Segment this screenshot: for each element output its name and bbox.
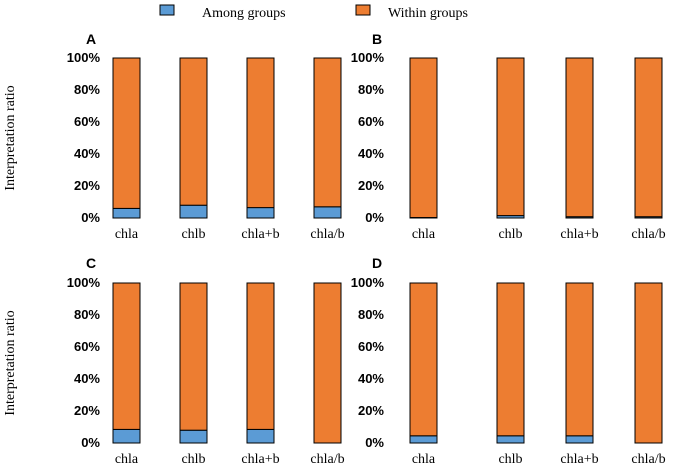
- bar-segment-within-groups: [634, 57, 663, 218]
- x-category-label: chla/b: [631, 452, 665, 467]
- bar-segment-among-groups: [565, 435, 594, 444]
- y-tick-label: 80%: [74, 307, 100, 322]
- bar-segment-within-groups: [179, 57, 208, 206]
- y-tick-label: 100%: [351, 275, 385, 290]
- x-category-label: chla: [115, 227, 139, 242]
- panel-a: A 0% 20% 40% 60% 80% 100% chla chlb chla+b chla/b: [67, 31, 345, 242]
- panel-label-b: B: [372, 31, 382, 47]
- legend-swatch-within: [355, 4, 371, 16]
- bar-segment-among-groups: [246, 207, 275, 219]
- y-tick-label: 60%: [358, 114, 384, 129]
- bar-segment-within-groups: [112, 282, 141, 430]
- y-tick-label: 60%: [74, 339, 100, 354]
- y-tick-label: 0%: [365, 435, 384, 450]
- plot-b: 0% 20% 40% 60% 80% 100% chla chlb chla+b chla/b: [351, 50, 666, 242]
- x-category-label: chla: [412, 452, 436, 467]
- y-tick-label: 40%: [358, 371, 384, 386]
- bar-segment-within-groups: [409, 57, 438, 219]
- x-category-label: chla: [412, 227, 436, 242]
- y-tick-label: 20%: [74, 178, 100, 193]
- legend-swatch-among: [159, 4, 175, 16]
- y-axis-label-top: Interpretation ratio: [3, 85, 18, 190]
- y-tick-label: 100%: [67, 50, 101, 65]
- bar-segment-among-groups: [179, 429, 208, 444]
- bar-segment-among-groups: [409, 435, 438, 444]
- panel-b: B 0% 20% 40% 60% 80% 100% chla chlb chla+b chla/b: [351, 31, 666, 242]
- x-category-label: chlb: [181, 227, 205, 242]
- bar-segment-within-groups: [409, 282, 438, 437]
- y-tick-label: 20%: [358, 178, 384, 193]
- bar-segment-within-groups: [246, 57, 275, 209]
- x-category-label: chla+b: [241, 452, 279, 467]
- bar-segment-among-groups: [313, 206, 342, 219]
- bar-segment-within-groups: [313, 57, 342, 208]
- panel-label-d: D: [372, 255, 382, 271]
- plot-c: 0% 20% 40% 60% 80% 100% chla chlb chla+b chla/b: [67, 275, 345, 467]
- plot-a: 0% 20% 40% 60% 80% 100% chla chlb chla+b chla/b: [67, 50, 345, 242]
- bar-segment-among-groups: [179, 204, 208, 219]
- bar-segment-within-groups: [634, 282, 663, 444]
- legend-label-within: Within groups: [388, 6, 468, 21]
- x-category-label: chla/b: [631, 227, 665, 242]
- y-tick-label: 80%: [358, 82, 384, 97]
- bar-segment-among-groups: [112, 207, 141, 219]
- y-axis-label-bottom: Interpretation ratio: [3, 310, 18, 415]
- x-category-label: chla: [115, 452, 139, 467]
- bar-segment-within-groups: [179, 282, 208, 431]
- y-tick-label: 0%: [365, 210, 384, 225]
- y-tick-label: 20%: [74, 403, 100, 418]
- y-tick-label: 80%: [358, 307, 384, 322]
- x-category-label: chla+b: [560, 227, 598, 242]
- y-tick-label: 40%: [74, 371, 100, 386]
- y-tick-label: 20%: [358, 403, 384, 418]
- legend-label-among: Among groups: [202, 6, 286, 21]
- bar-segment-within-groups: [112, 57, 141, 209]
- bar-segment-within-groups: [246, 282, 275, 430]
- x-category-label: chlb: [181, 452, 205, 467]
- bar-segment-among-groups: [496, 435, 525, 444]
- x-category-label: chlb: [498, 452, 522, 467]
- x-category-label: chla/b: [310, 452, 344, 467]
- y-tick-label: 100%: [351, 50, 385, 65]
- bar-segment-within-groups: [565, 57, 594, 218]
- x-category-label: chlb: [498, 227, 522, 242]
- bar-segment-among-groups: [112, 428, 141, 444]
- bar-segment-within-groups: [496, 57, 525, 217]
- y-tick-label: 100%: [67, 275, 101, 290]
- x-category-label: chla+b: [560, 452, 598, 467]
- y-tick-label: 40%: [358, 146, 384, 161]
- panel-label-a: A: [86, 31, 96, 47]
- bar-segment-within-groups: [565, 282, 594, 437]
- y-tick-label: 80%: [74, 82, 100, 97]
- bar-segment-within-groups: [496, 282, 525, 437]
- panel-d: D 0% 20% 40% 60% 80% 100% chla chlb chla+b chla/b: [351, 255, 666, 467]
- y-tick-label: 60%: [74, 114, 100, 129]
- y-tick-label: 60%: [358, 339, 384, 354]
- panel-c: C 0% 20% 40% 60% 80% 100% chla chlb chla+b chla/b: [67, 255, 345, 467]
- y-tick-label: 0%: [81, 435, 100, 450]
- bar-segment-within-groups: [313, 282, 342, 444]
- x-category-label: chla/b: [310, 227, 344, 242]
- panel-label-c: C: [86, 255, 96, 271]
- y-tick-label: 0%: [81, 210, 100, 225]
- bar-segment-among-groups: [246, 428, 275, 444]
- x-category-label: chla+b: [241, 227, 279, 242]
- plot-d: 0% 20% 40% 60% 80% 100% chla chlb chla+b chla/b: [351, 275, 666, 467]
- y-tick-label: 40%: [74, 146, 100, 161]
- legend: Among groups Within groups: [159, 4, 468, 21]
